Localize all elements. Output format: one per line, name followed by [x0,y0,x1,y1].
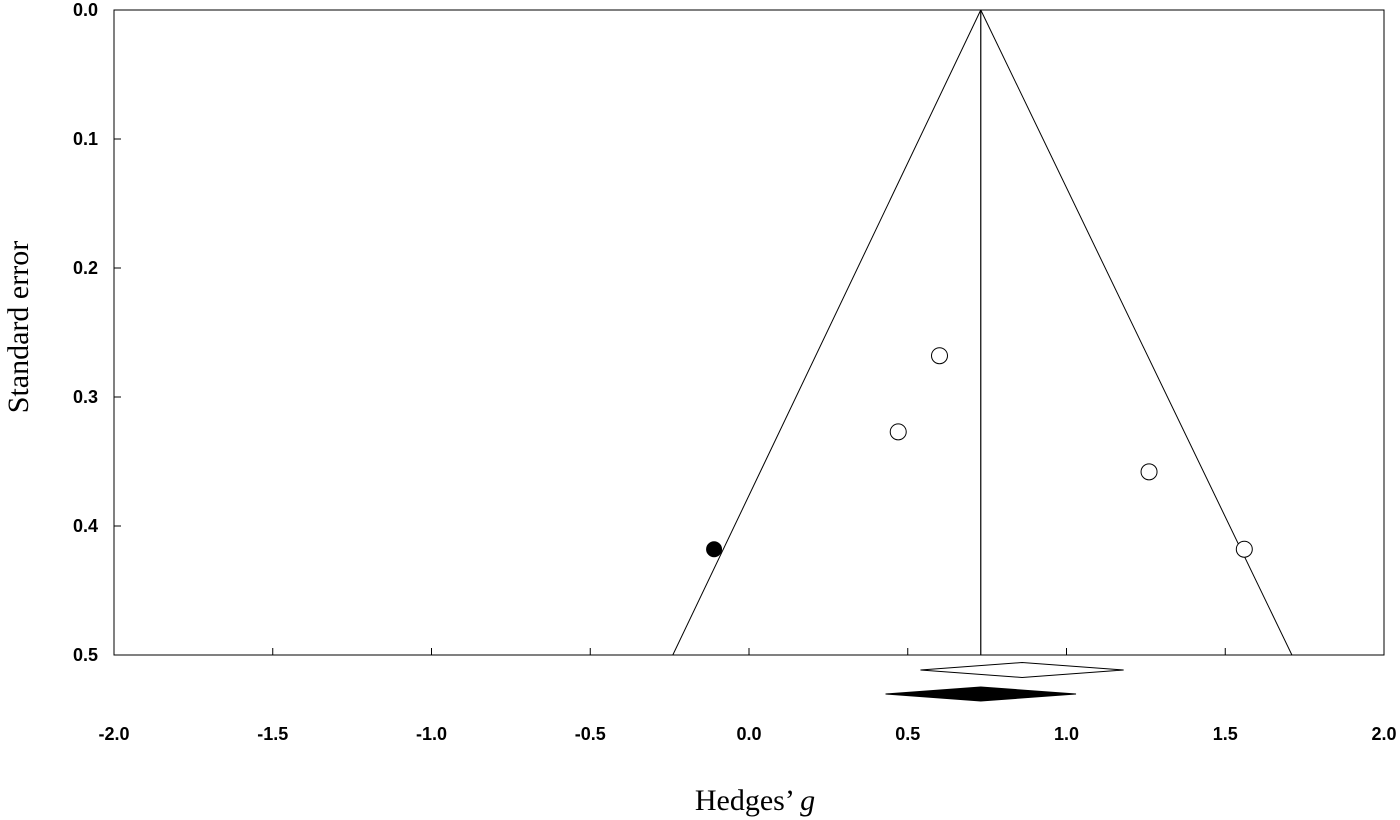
y-tick-label: 0.5 [73,645,98,665]
funnel-left-line [672,9,982,656]
x-tick-label: -0.5 [575,724,606,744]
imputed-study-point [706,541,723,558]
y-tick-label: 0.2 [73,258,98,278]
y-tick-label: 0.0 [73,0,98,20]
x-tick-label: -1.5 [257,724,288,744]
x-axis-title: Hedges’ g [695,784,815,817]
y-tick-label: 0.3 [73,387,98,407]
study-point [931,347,948,365]
x-axis-title-italic: g [800,784,815,817]
adjusted-summary-diamond [885,686,1077,702]
x-tick-label: 0.5 [895,724,920,744]
plot-frame [113,9,1385,656]
axes: -2.0 -1.5 -1.0 -0.5 0.0 0.5 1.0 1.5 2.0 0.0 0.1 0.2… [73,0,1397,744]
plot-area [113,9,1385,656]
y-tick-label: 0.4 [73,516,98,536]
x-tick-label: 1.0 [1054,724,1079,744]
x-tick-label: 1.5 [1213,724,1238,744]
x-tick-label: 0.0 [736,724,761,744]
study-point [889,423,907,441]
study-point [1140,463,1158,481]
x-axis-title-main: Hedges’ [695,784,793,817]
x-tick-label: 2.0 [1371,724,1396,744]
y-axis-title: Standard error [2,241,35,413]
observed-summary-diamond [920,661,1124,679]
x-tick-label: -2.0 [98,724,129,744]
y-tick-label: 0.1 [73,129,98,149]
data-marks [672,9,1293,702]
funnel-right-line [980,9,1293,656]
x-tick-label: -1.0 [416,724,447,744]
study-point [1235,540,1253,558]
